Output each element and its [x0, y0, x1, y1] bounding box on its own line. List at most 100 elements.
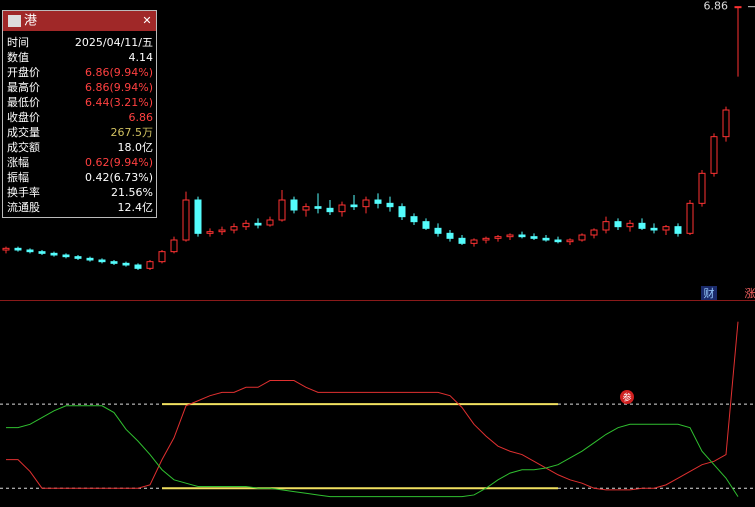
- candle-body: [134, 264, 142, 269]
- candle-body: [470, 239, 478, 244]
- candle-body: [170, 239, 178, 253]
- tooltip-label: 振幅: [7, 170, 29, 184]
- candle-body: [194, 199, 202, 234]
- tooltip-header: [3, 11, 156, 31]
- candle-body: [374, 199, 382, 204]
- close-button[interactable]: ✕: [142, 14, 151, 27]
- candle-body: [722, 109, 730, 138]
- tooltip-value: 21.56%: [111, 186, 153, 199]
- candle-body: [338, 204, 346, 213]
- tooltip-title: 港: [24, 14, 37, 29]
- candle-body: [494, 236, 502, 239]
- badge-label: 涨: [745, 287, 755, 300]
- tooltip-box: [2, 10, 157, 218]
- tooltip-value: 267.5万: [111, 126, 154, 139]
- candle-body: [158, 251, 166, 263]
- candle-body: [398, 206, 406, 218]
- candle-body: [2, 247, 10, 251]
- candle-body: [446, 232, 454, 239]
- tooltip-value: 6.86(9.94%): [85, 66, 153, 79]
- candle-body: [650, 227, 658, 231]
- candle-body: [458, 237, 466, 244]
- candle-body: [590, 229, 598, 236]
- candle-body: [530, 236, 538, 239]
- candle-body: [350, 204, 358, 208]
- candle-body: [614, 221, 622, 228]
- candle-body: [74, 256, 82, 259]
- candle-body: [326, 207, 334, 213]
- candle-body: [14, 247, 22, 251]
- candle-body: [302, 206, 310, 211]
- badge: 财: [701, 286, 717, 300]
- candle-body: [278, 199, 286, 221]
- candle-body: [362, 199, 370, 208]
- tooltip-value: 6.86: [129, 111, 154, 124]
- indicator-line: [6, 321, 739, 491]
- candle-body: [410, 216, 418, 223]
- candle-body: [518, 234, 526, 238]
- tooltip-label: 最高价: [7, 80, 40, 94]
- tooltip-icon: [8, 15, 21, 27]
- tooltip-value: 12.4亿: [118, 201, 154, 214]
- candle-body: [554, 239, 562, 243]
- candle-body: [734, 6, 742, 9]
- candle-body: [122, 262, 130, 266]
- tooltip-label: 最低价: [7, 96, 40, 109]
- candle-body: [98, 259, 106, 263]
- candle-body: [50, 252, 58, 256]
- candle-body: [314, 206, 322, 209]
- tooltip-value: 0.62(9.94%): [85, 156, 153, 169]
- candle-body: [698, 172, 706, 204]
- candle-body: [434, 227, 442, 234]
- candle-body: [86, 257, 94, 261]
- candle-body: [674, 226, 682, 234]
- tooltip-label: 成交量: [7, 125, 40, 139]
- candle-body: [482, 237, 490, 241]
- candle-body: [386, 202, 394, 208]
- y-tick-label: 6.86: [704, 0, 729, 13]
- tooltip-value: 4.14: [129, 51, 154, 64]
- candle-body: [110, 261, 118, 264]
- candle-body: [62, 254, 70, 258]
- candle-body: [566, 239, 574, 243]
- tooltip-label: 开盘价: [7, 65, 40, 79]
- candle-body: [686, 202, 694, 234]
- tooltip-value: 0.42(6.73%): [85, 171, 153, 184]
- tooltip-label: 流通股: [7, 200, 40, 214]
- candle-body: [542, 237, 550, 241]
- candle-body: [38, 251, 46, 254]
- candle-body: [146, 261, 154, 269]
- candle-body: [26, 249, 34, 253]
- tooltip-label: 换手率: [7, 185, 40, 199]
- candle-body: [578, 234, 586, 241]
- badge-label: 参: [622, 392, 631, 404]
- tooltip-label: 数值: [7, 51, 29, 64]
- tooltip-label: 成交额: [7, 140, 40, 154]
- tooltip-value: 18.0亿: [118, 141, 154, 154]
- candle-body: [638, 222, 646, 229]
- indicator-line: [6, 405, 739, 498]
- tooltip-value: 6.86(9.94%): [85, 81, 153, 94]
- candle-body: [710, 136, 718, 174]
- candle-body: [182, 199, 190, 241]
- candle-body: [662, 226, 670, 231]
- tooltip-label: 涨幅: [7, 156, 29, 169]
- candle-body: [206, 231, 214, 234]
- tooltip-label: 收盘价: [7, 110, 40, 124]
- candle-body: [242, 222, 250, 228]
- candle-body: [218, 229, 226, 233]
- badge-circle: [620, 390, 634, 404]
- candle-body: [602, 221, 610, 231]
- candle-body: [254, 222, 262, 226]
- candle-body: [290, 199, 298, 211]
- tooltip-label: 时间: [7, 36, 29, 49]
- tooltip-value: 6.44(3.21%): [85, 96, 153, 109]
- badge-box: [701, 286, 717, 300]
- candle-body: [626, 222, 634, 228]
- tooltip-value: 2025/04/11/五: [75, 36, 153, 49]
- candle-body: [230, 226, 238, 231]
- candle-body: [266, 219, 274, 226]
- candle-body: [422, 221, 430, 229]
- badge-label: 财: [704, 286, 715, 300]
